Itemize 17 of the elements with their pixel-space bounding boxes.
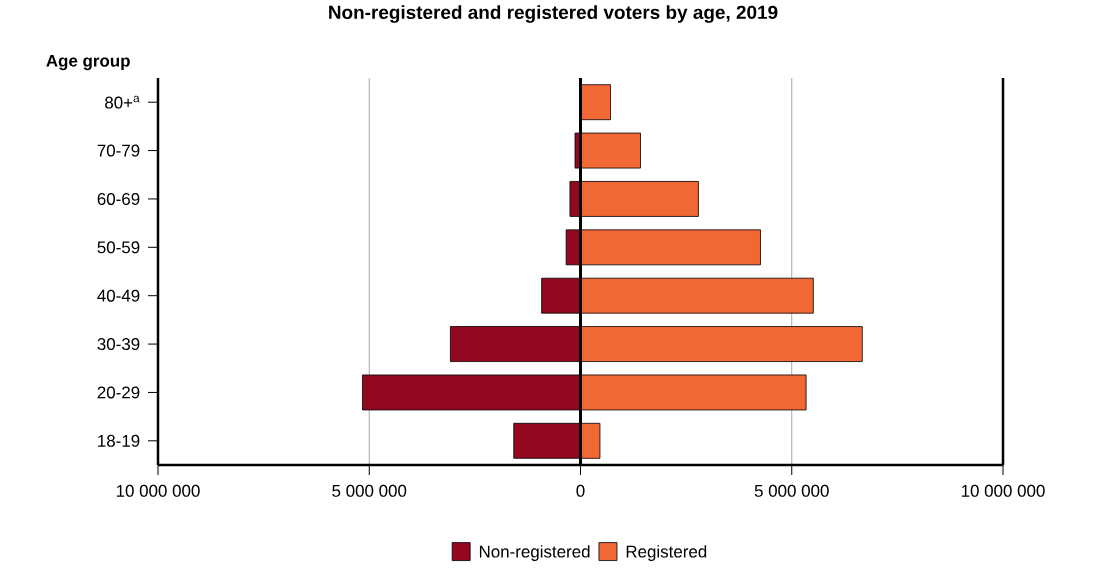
y-tick-label: 20-29 — [97, 386, 140, 399]
y-tick-label: 60-69 — [97, 192, 140, 205]
y-tick-label: 80+$^{a}$ — [105, 95, 140, 109]
chart-title: Non-registered and registered voters by age, 2019 — [329, 5, 778, 23]
y-tick-label: 70-79 — [97, 144, 140, 157]
y-tick-label: 18-19 — [98, 434, 140, 447]
y-tick-label: 40-49 — [97, 289, 140, 302]
legend-label: Registered — [626, 545, 707, 561]
x-tick-label: 5 000 000 — [332, 484, 407, 497]
x-tick-label: 0 — [576, 484, 585, 497]
x-tick-label: 5 000 000 — [754, 484, 829, 497]
y-tick-label: 50-59 — [97, 241, 140, 254]
x-tick-label: 10 000 000 — [961, 484, 1045, 497]
y-tick-label: 30-39 — [97, 338, 140, 351]
x-tick-label: 10 000 000 — [116, 484, 200, 497]
legend-label: Non-registered — [479, 545, 590, 561]
y-axis-title: Age group — [46, 54, 130, 71]
